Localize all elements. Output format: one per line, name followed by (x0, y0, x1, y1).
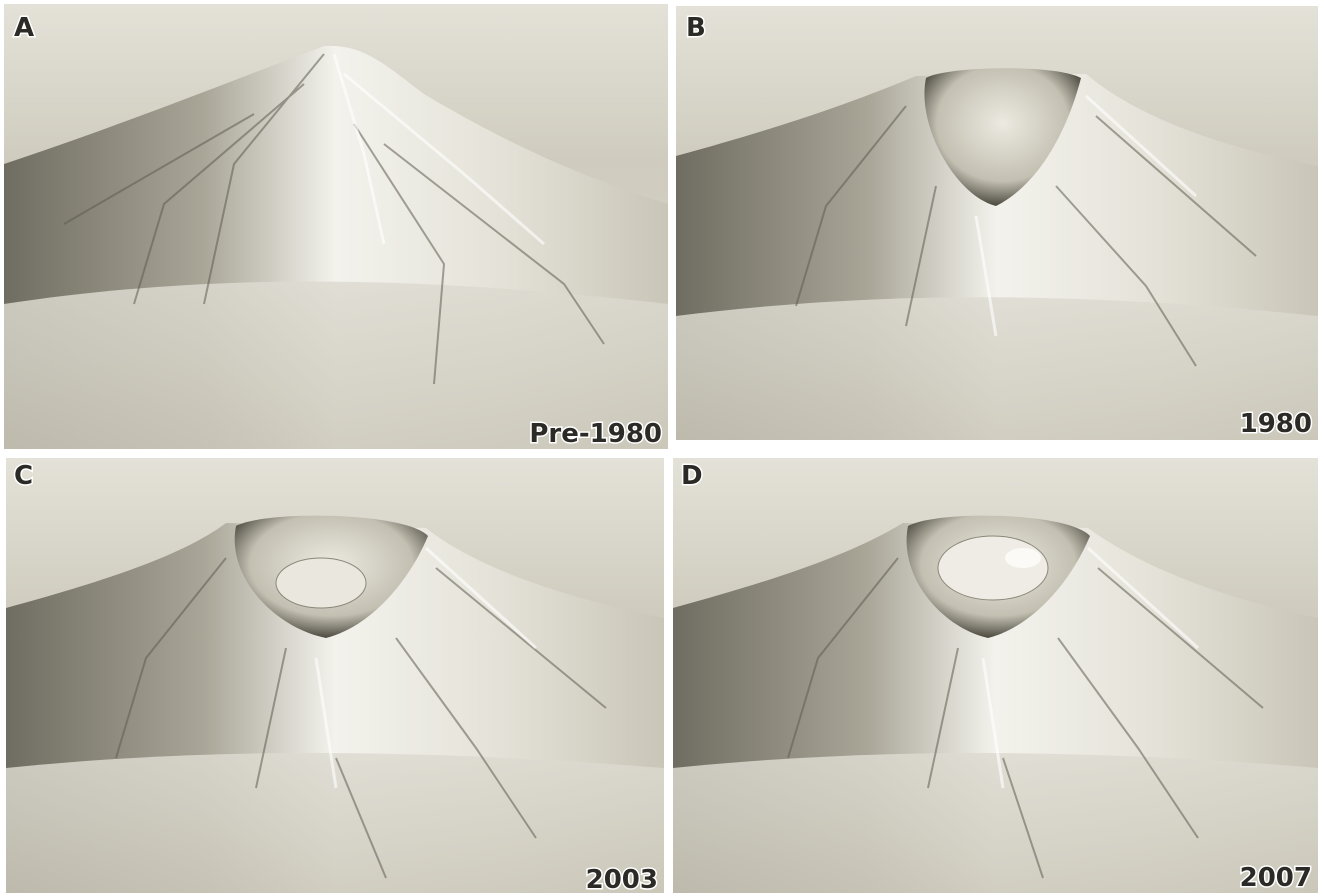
panel: A Pre-1980 (4, 4, 668, 449)
panel-label: 2003 (586, 865, 658, 895)
plain (676, 297, 1318, 440)
panel-letter: B (686, 13, 706, 43)
lava-dome-top (1005, 548, 1041, 568)
panel-letter: D (681, 461, 703, 491)
panel: D 2007 (673, 458, 1318, 893)
lava-dome (938, 536, 1048, 600)
panel-letter: C (14, 461, 33, 491)
plain (673, 753, 1318, 893)
panel-letter: A (14, 13, 34, 43)
panel-label: Pre-1980 (529, 419, 662, 449)
panel-label: 2007 (1240, 863, 1312, 893)
lava-dome (276, 558, 366, 608)
panel: B 1980 (676, 6, 1318, 440)
panel-label: 1980 (1240, 409, 1312, 439)
figure: A Pre-1980 B 1980 C 2003 D 2007 (0, 0, 1324, 896)
panel: C 2003 (6, 458, 664, 895)
